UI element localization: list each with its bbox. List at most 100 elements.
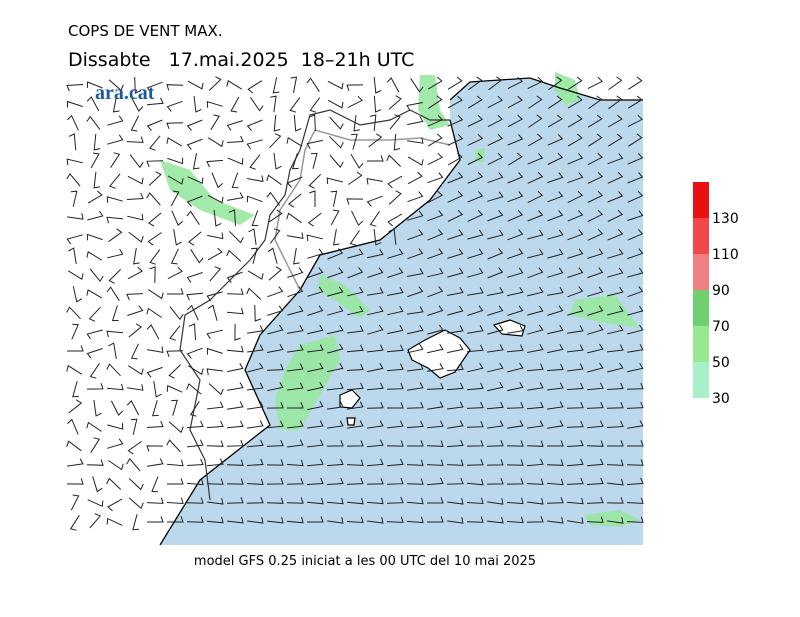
wind-barb (507, 210, 524, 222)
wind-barb (246, 195, 263, 203)
wind-barb (226, 249, 242, 262)
wind-barb (368, 133, 383, 148)
wind-barb (127, 266, 143, 280)
wind-barb (306, 477, 324, 485)
wind-barb (627, 114, 643, 128)
wind-barb (307, 401, 324, 411)
wind-barb (127, 384, 144, 391)
wind-barb (326, 458, 344, 467)
wind-barb (67, 345, 84, 352)
wind-barb (231, 172, 239, 189)
wind-barb (151, 476, 159, 493)
wind-barb (486, 459, 504, 466)
wind-barb (447, 133, 464, 146)
wind-barb (466, 459, 484, 466)
wind-barb (287, 325, 304, 334)
wind-barb (348, 171, 363, 185)
wind-barb (367, 324, 384, 335)
wind-barb (108, 79, 124, 92)
wind-barb (467, 325, 484, 334)
wind-barb (289, 97, 301, 113)
wind-barb (186, 210, 200, 225)
wind-barb (327, 401, 344, 410)
wind-barb (246, 139, 263, 150)
wind-barb (86, 251, 103, 261)
wind-barb (587, 209, 604, 223)
wind-barb (628, 133, 643, 147)
wind-barb (567, 133, 583, 147)
wind-barb (366, 478, 384, 485)
wind-barb (406, 459, 424, 466)
wind-barb (66, 364, 83, 375)
wind-barb (226, 420, 244, 429)
wind-barb (69, 514, 80, 531)
wind-barb (68, 133, 77, 151)
wind-barb (426, 477, 444, 486)
wind-barb (267, 286, 284, 298)
wind-barb (587, 248, 604, 259)
wind-barb (626, 459, 644, 466)
wind-barb (227, 382, 244, 391)
wind-barb (310, 152, 318, 169)
wind-barb (166, 385, 183, 393)
wind-barb (547, 324, 564, 335)
wind-barb (567, 344, 584, 353)
wind-barb (567, 210, 584, 222)
wind-barb (110, 400, 124, 416)
wind-barb (587, 171, 604, 184)
wind-barb (167, 266, 183, 280)
wind-barb (292, 153, 299, 170)
wind-barb (487, 229, 504, 240)
wind-barb (106, 363, 121, 377)
wind-barb (427, 401, 444, 410)
wind-barb (71, 323, 79, 340)
wind-barb (166, 497, 184, 505)
wind-barb (286, 478, 304, 485)
wind-barb (566, 497, 584, 505)
wind-barb (167, 288, 184, 295)
wind-barb (186, 478, 204, 486)
wind-barb (347, 420, 364, 429)
wind-barb (148, 289, 164, 300)
wind-barb (290, 76, 298, 93)
wind-barb (166, 137, 183, 147)
wind-barb (407, 156, 424, 166)
wind-barb (130, 115, 140, 132)
wind-barb (547, 287, 564, 296)
wind-barb (229, 230, 244, 244)
wind-barb (326, 440, 344, 447)
wind-barb (367, 248, 384, 259)
footer: model GFS 0.25 iniciat a les 00 UTC del … (194, 554, 536, 569)
wind-barb (208, 76, 222, 91)
wind-barb (406, 497, 424, 505)
wind-barb (326, 177, 343, 185)
wind-barb (487, 267, 504, 279)
wind-barb (566, 382, 584, 391)
wind-barb (111, 305, 119, 322)
wind-barb (446, 363, 464, 372)
wind-barb (107, 248, 124, 259)
wind-barb (226, 120, 243, 131)
wind-barb (86, 233, 103, 241)
wind-barb (367, 420, 384, 429)
wind-barb (247, 270, 264, 280)
wind-barb (447, 76, 463, 90)
wind-barb (167, 516, 184, 523)
wind-barb (186, 304, 199, 321)
wind-barb (346, 363, 364, 371)
wind-barb (507, 420, 524, 429)
wind-barb (326, 477, 344, 485)
wind-barb (267, 324, 284, 335)
wind-barb (366, 458, 384, 467)
wind-barb (66, 173, 81, 187)
wind-barb (130, 418, 138, 435)
wind-barb (287, 420, 304, 429)
wind-barb (367, 517, 384, 524)
wind-barb (466, 344, 484, 353)
wind-barb (606, 382, 624, 390)
wind-barb (273, 153, 282, 170)
colorbar-label: 70 (712, 319, 730, 335)
wind-barb (393, 133, 401, 151)
wind-barb (447, 420, 464, 429)
